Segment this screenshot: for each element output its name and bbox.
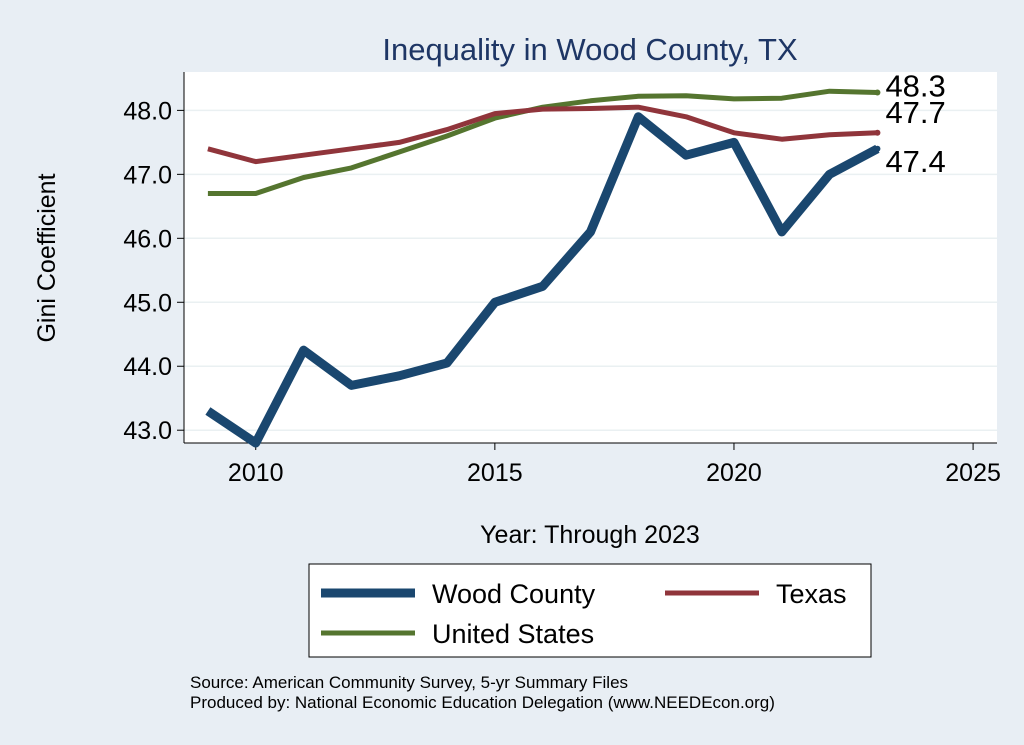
legend-label-wood-county: Wood County xyxy=(432,579,596,609)
y-tick-label: 48.0 xyxy=(123,97,172,125)
series-line-wood-county xyxy=(205,112,880,448)
x-axis-label: Year: Through 2023 xyxy=(480,521,700,549)
legend-label-texas: Texas xyxy=(776,579,847,609)
y-tick-label: 44.0 xyxy=(123,353,172,381)
axes: 43.0 44.0 45.0 46.0 47.0 48.0 2010 2015 2020 2025 xyxy=(123,72,1001,487)
y-tick-label: 45.0 xyxy=(123,289,172,317)
series-endpoint-texas xyxy=(874,129,881,136)
produced-by-note: Produced by: National Economic Education… xyxy=(190,693,775,712)
y-axis-label: Gini Coefficient xyxy=(33,173,61,342)
series-endpoint-united-states xyxy=(874,89,881,96)
x-tick-label: 2015 xyxy=(467,459,523,487)
series-group xyxy=(205,88,881,448)
source-note: Source: American Community Survey, 5-yr … xyxy=(190,673,628,692)
series-line-texas xyxy=(207,104,878,165)
series-endpoint-wood-county xyxy=(874,145,881,152)
x-tick-label: 2010 xyxy=(228,459,284,487)
y-tick-label: 43.0 xyxy=(123,417,172,445)
legend: Wood County Texas United States xyxy=(308,563,872,658)
x-tick-label: 2020 xyxy=(706,459,762,487)
end-label-texas: 47.7 xyxy=(885,95,945,130)
end-label-united-states: 48.3 xyxy=(885,68,945,103)
y-tick-label: 47.0 xyxy=(123,161,172,189)
legend-label-united-states: United States xyxy=(432,619,594,649)
x-tick-label: 2025 xyxy=(945,459,1001,487)
plot-area xyxy=(184,72,997,443)
end-labels: 47.4 47.748.3 xyxy=(885,68,945,178)
y-tick-label: 46.0 xyxy=(123,225,172,253)
legend-box xyxy=(308,563,872,658)
end-label-wood-county: 47.4 xyxy=(885,144,945,179)
chart-title: Inequality in Wood County, TX xyxy=(382,32,798,67)
